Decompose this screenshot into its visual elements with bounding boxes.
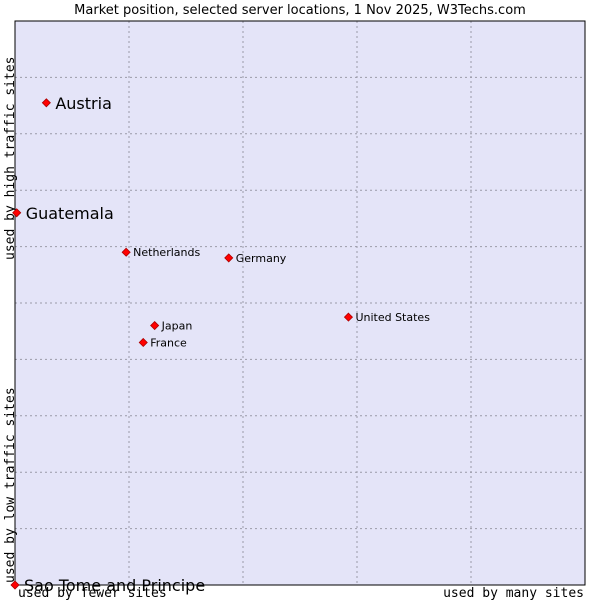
point-label: Japan bbox=[161, 320, 193, 333]
y-axis-label-top: used by high traffic sites bbox=[3, 57, 18, 261]
x-axis-label-left: used by fewer sites bbox=[18, 586, 167, 600]
point-marker bbox=[41, 98, 51, 108]
data-point-japan: Japan bbox=[150, 320, 193, 333]
x-axis-label-right: used by many sites bbox=[443, 586, 584, 600]
point-marker bbox=[224, 253, 234, 263]
point-marker bbox=[150, 320, 160, 331]
point-label: Netherlands bbox=[133, 246, 200, 259]
data-points: Austria Guatemala Netherlands Germany United… bbox=[10, 94, 430, 595]
point-marker bbox=[138, 337, 148, 348]
grid-lines bbox=[15, 21, 585, 585]
plot-border bbox=[14, 20, 586, 586]
data-point-guatemala: Guatemala bbox=[12, 204, 114, 223]
data-point-austria: Austria bbox=[41, 94, 112, 113]
data-point-france: France bbox=[138, 336, 187, 349]
point-label: United States bbox=[355, 311, 430, 324]
data-point-netherlands: Netherlands bbox=[121, 246, 200, 259]
point-label: Guatemala bbox=[26, 204, 114, 223]
point-marker bbox=[10, 580, 20, 590]
data-point-germany: Germany bbox=[224, 252, 287, 265]
point-marker bbox=[12, 208, 22, 218]
data-point-sao-tome-and-principe: Sao Tome and Principe bbox=[10, 576, 205, 595]
y-axis-label-bottom: used by low traffic sites bbox=[3, 387, 18, 583]
chart-title: Market position, selected server locatio… bbox=[74, 3, 526, 18]
point-label: Austria bbox=[55, 94, 112, 113]
point-label: Sao Tome and Principe bbox=[24, 576, 205, 595]
data-point-united-states: United States bbox=[343, 311, 430, 324]
point-label: Germany bbox=[236, 252, 287, 265]
point-marker bbox=[343, 312, 354, 322]
point-label: France bbox=[150, 336, 187, 349]
point-marker bbox=[121, 247, 131, 257]
